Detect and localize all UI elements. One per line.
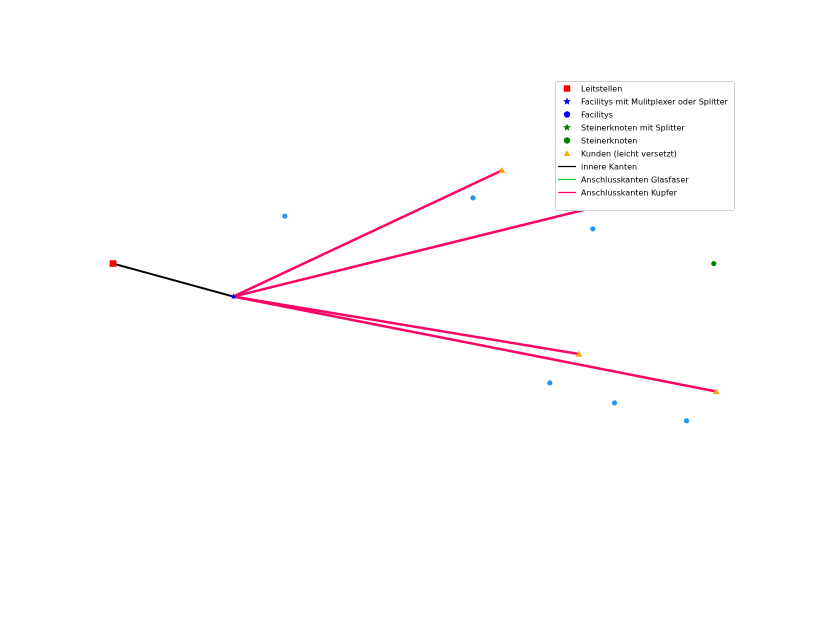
legend-label: Anschlusskanten Kupfer bbox=[581, 189, 678, 198]
legend-box bbox=[555, 81, 735, 211]
kunde-point bbox=[575, 350, 583, 357]
legend-label: Kunden (leicht versetzt) bbox=[581, 150, 677, 159]
legend-square-icon bbox=[563, 85, 571, 92]
steinerknoten-point bbox=[711, 260, 717, 267]
legend-label: innere Kanten bbox=[581, 163, 637, 172]
plain-point bbox=[282, 213, 288, 219]
legend-label: Steinerknoten bbox=[581, 137, 637, 146]
legend-circle-icon bbox=[563, 137, 571, 144]
inner-edge bbox=[112, 262, 234, 298]
legend-circle-icon bbox=[563, 111, 571, 118]
legend-item: Anschlusskanten Kupfer bbox=[558, 189, 678, 198]
kupfer-edge bbox=[233, 199, 623, 298]
legend-item: Kunden (leicht versetzt) bbox=[563, 150, 677, 159]
plain-point bbox=[547, 380, 553, 386]
legend-label: Leitstellen bbox=[581, 85, 622, 94]
plain-point bbox=[470, 195, 476, 201]
legend-label: Anschlusskanten Glasfaser bbox=[581, 176, 689, 185]
legend-item: Steinerknoten mit Splitter bbox=[563, 123, 685, 133]
plain-point bbox=[611, 400, 618, 406]
legend-triangle-icon bbox=[563, 150, 571, 157]
legend-item: Steinerknoten bbox=[563, 137, 637, 146]
legend-label: Facilitys bbox=[581, 111, 613, 120]
legend-item: Facilitys bbox=[563, 111, 613, 120]
kupfer-edge bbox=[232, 169, 503, 298]
kupfer-edge bbox=[233, 295, 580, 356]
facility-splitter-point bbox=[230, 293, 237, 300]
plain-point bbox=[590, 226, 596, 232]
legend-item: innere Kanten bbox=[558, 163, 637, 172]
leitstelle-point bbox=[109, 260, 117, 267]
legend-item: Facilitys mit Mulitplexer oder Splitter bbox=[563, 97, 729, 107]
legend-item: Anschlusskanten Glasfaser bbox=[558, 176, 689, 185]
legend: Leitstellen Facilitys mit Mulitplexer ode… bbox=[555, 81, 735, 211]
kunde-point bbox=[498, 167, 506, 173]
kunde-point bbox=[712, 388, 720, 395]
legend-star-icon bbox=[563, 123, 571, 131]
edges-layer bbox=[112, 169, 717, 393]
legend-label: Steinerknoten mit Splitter bbox=[581, 124, 685, 133]
legend-label: Facilitys mit Mulitplexer oder Splitter bbox=[581, 98, 729, 107]
plain-point bbox=[683, 418, 690, 424]
legend-star-icon bbox=[563, 97, 571, 105]
legend-item: Leitstellen bbox=[563, 85, 622, 94]
kupfer-edge bbox=[233, 295, 717, 393]
